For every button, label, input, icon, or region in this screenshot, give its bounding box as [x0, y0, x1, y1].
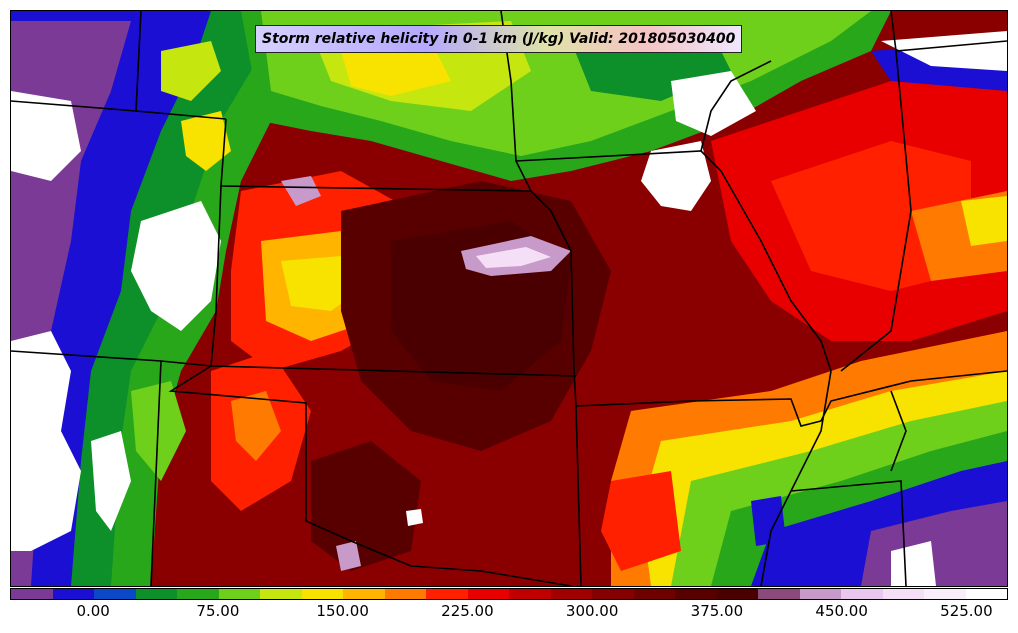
state-borders — [11, 11, 1007, 586]
colorbar-segment — [52, 589, 94, 599]
colorbar-tick-label: 75.00 — [196, 602, 240, 620]
colorbar-segment — [260, 589, 302, 599]
colorbar-segment — [924, 589, 966, 599]
colorbar-segment — [882, 589, 924, 599]
colorbar-segment — [509, 589, 551, 599]
colorbar-segment — [965, 589, 1007, 599]
colorbar-segment — [758, 589, 800, 599]
map-panel: Storm relative helicity in 0-1 km (J/kg)… — [10, 10, 1008, 587]
colorbar-tick-label: 450.00 — [815, 602, 868, 620]
colorbar-tick-label: 150.00 — [316, 602, 369, 620]
colorbar-segment — [218, 589, 260, 599]
western-low-zone — [11, 11, 341, 586]
colorbar-segment — [384, 589, 426, 599]
colorbar-segment — [592, 589, 634, 599]
colorbar-tick-label: 300.00 — [565, 602, 619, 620]
colorbar-segment — [11, 589, 53, 599]
colorbar-segment — [467, 589, 509, 599]
southeastern-low-zone — [601, 331, 1007, 586]
colorbar-segment — [301, 589, 343, 599]
colorbar-tick-label: 375.00 — [690, 602, 744, 620]
map-title: Storm relative helicity in 0-1 km (J/kg)… — [255, 25, 743, 53]
colorbar — [10, 588, 1008, 600]
colorbar-segment — [135, 589, 177, 599]
colorbar-segment — [550, 589, 592, 599]
colorbar-segment — [426, 589, 468, 599]
colorbar-segment — [675, 589, 717, 599]
colorbar-segment — [177, 589, 219, 599]
eastern-zone — [711, 81, 1007, 341]
colorbar-segment — [716, 589, 758, 599]
colorbar-segment — [841, 589, 883, 599]
colorbar-tick-labels: 0.00 75.00 150.00 225.00 300.00 375.00 450.00 5… — [10, 600, 1008, 630]
colorbar-segment — [633, 589, 675, 599]
colorbar-segment — [799, 589, 841, 599]
colorbar-tick-label: 525.00 — [940, 602, 993, 620]
colorbar-segment — [94, 589, 136, 599]
colorbar-segment — [343, 589, 385, 599]
colorbar-tick-label: 225.00 — [441, 602, 494, 620]
helicity-map — [11, 11, 1007, 586]
high-helicity-core — [281, 176, 611, 571]
colorbar-tick-label: 0.00 — [76, 602, 110, 620]
